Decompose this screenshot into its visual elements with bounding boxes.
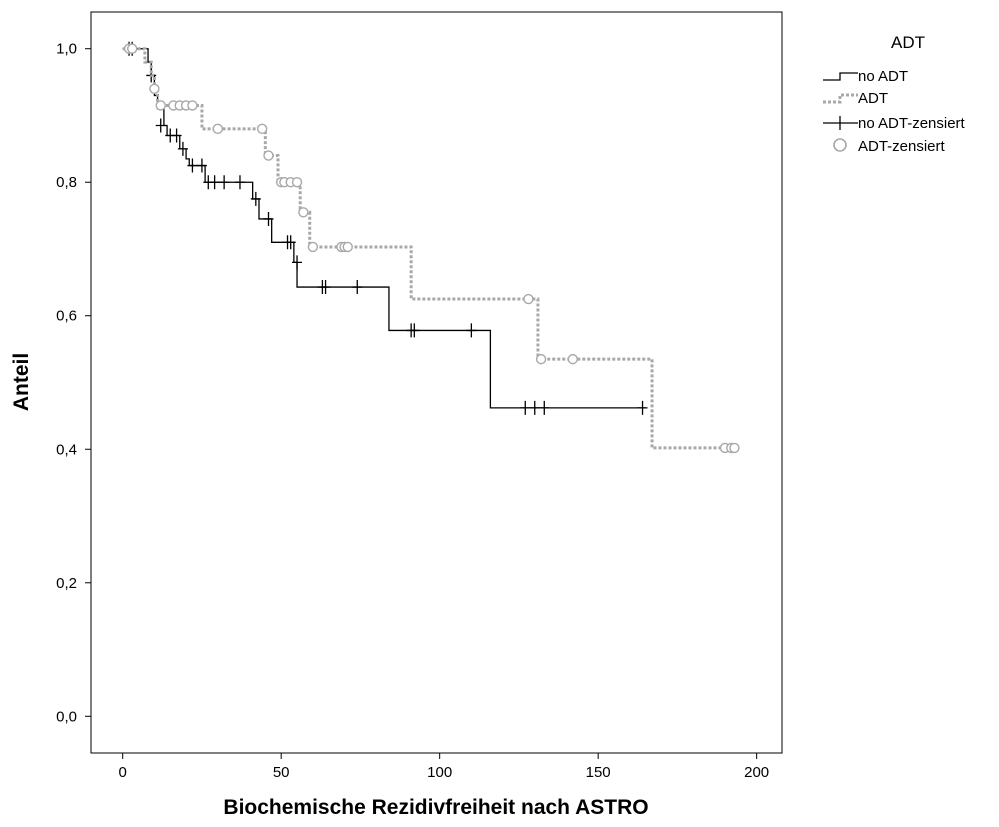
censor-mark-adt-21 [535, 353, 547, 365]
censor-mark-adt-25 [729, 442, 740, 454]
x-tick-label-4: 200 [744, 764, 769, 781]
survival-curves [122, 41, 740, 454]
legend-marker-adt-censored [833, 138, 847, 152]
censor-mark-no-adt-19 [320, 280, 331, 295]
legend-title: ADT [891, 33, 925, 52]
censor-mark-no-adt-7 [187, 158, 198, 173]
y-tick-label-2: 0,4 [56, 441, 77, 458]
censor-mark-no-adt-8 [196, 158, 207, 173]
y-tick-label-1: 0,2 [56, 575, 77, 592]
y-tick-label-0: 0,0 [56, 708, 77, 725]
censor-mark-no-adt-16 [285, 235, 296, 250]
censor-mark-no-adt-13 [250, 191, 261, 206]
censor-mark-no-adt-17 [292, 255, 303, 270]
censor-mark-adt-3 [155, 100, 166, 111]
legend-label-adt-censored: ADT-zensiert [858, 138, 946, 155]
censor-mark-adt-14 [291, 177, 303, 188]
legend-label-no-adt: no ADT [858, 68, 908, 85]
censor-mark-no-adt-26 [539, 400, 550, 415]
y-tick-label-3: 0,6 [56, 308, 77, 325]
censor-mark-adt-10 [263, 150, 274, 161]
plot-area-frame [90, 11, 783, 754]
legend-label-no-adt-censored: no ADT-zensiert [858, 115, 966, 132]
censor-mark-adt-16 [307, 241, 319, 253]
censor-mark-no-adt-12 [234, 175, 245, 190]
legend-label-adt: ADT [858, 90, 888, 107]
x-tick-label-3: 150 [586, 764, 611, 781]
censor-mark-no-adt-23 [466, 323, 477, 338]
legend-swatch-no-adt [823, 72, 858, 81]
censor-mark-adt-2 [149, 83, 160, 94]
censor-mark-adt-9 [256, 123, 268, 135]
censor-mark-adt-8 [212, 123, 223, 135]
legend-swatch-adt [823, 93, 858, 104]
censor-mark-no-adt-3 [155, 118, 166, 133]
censor-mark-no-adt-14 [263, 211, 274, 226]
censor-mark-no-adt-6 [177, 141, 188, 156]
x-tick-label-0: 0 [119, 764, 127, 781]
censor-mark-no-adt-22 [409, 323, 420, 338]
y-axis-title: Anteil [10, 353, 33, 411]
censor-mark-adt-15 [298, 207, 309, 218]
censor-mark-no-adt-5 [171, 128, 182, 143]
censor-mark-adt-22 [567, 353, 578, 365]
censor-mark-no-adt-20 [352, 280, 363, 295]
x-axis-title: Biochemische Rezidivfreiheit nach ASTRO [223, 796, 648, 819]
censor-mark-no-adt-25 [529, 400, 540, 415]
censor-mark-no-adt-10 [209, 175, 220, 190]
censor-mark-no-adt-27 [637, 400, 648, 415]
censor-mark-no-adt-24 [520, 400, 531, 415]
censor-mark-no-adt-11 [219, 175, 230, 190]
series-adt [122, 43, 740, 454]
legend-swatch-no-adt-censored [823, 116, 858, 130]
censor-mark-adt-19 [342, 241, 353, 253]
x-tick-label-1: 50 [273, 764, 290, 781]
x-tick-label-2: 100 [427, 764, 452, 781]
y-tick-label-4: 0,8 [56, 174, 77, 191]
y-tick-label-5: 1,0 [56, 41, 77, 58]
axes: 0 50 100 150 200 0,0 0,2 0,4 0,6 0,8 1,0 [56, 41, 769, 781]
legend: ADT no ADT ADT no ADT-zensiert ADT-zensi… [823, 33, 966, 155]
censor-mark-adt-7 [187, 100, 198, 111]
censor-mark-adt-1 [127, 43, 138, 54]
censor-mark-adt-20 [523, 293, 534, 305]
